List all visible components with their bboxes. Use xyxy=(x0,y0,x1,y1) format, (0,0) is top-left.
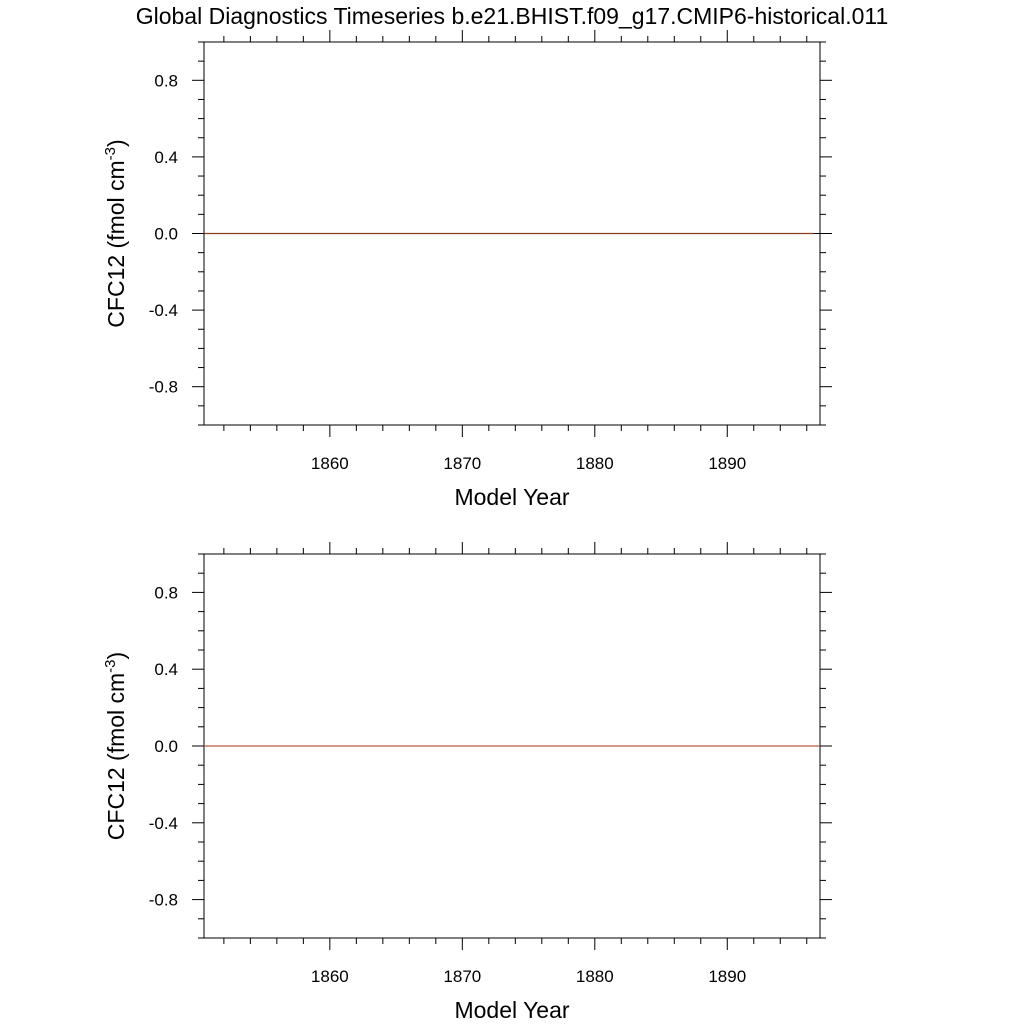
x-tick-label: 1870 xyxy=(443,967,481,986)
figure-title: Global Diagnostics Timeseries b.e21.BHIS… xyxy=(136,3,889,29)
x-tick-label: 1890 xyxy=(708,967,746,986)
y-tick-label: -0.4 xyxy=(149,301,178,320)
y-axis-label-superscript: -3 xyxy=(102,659,119,672)
chart-panel-1: -0.8 -0.4 0.0 0.4 0.8 1860 1870 1880 1890 Model Y… xyxy=(102,30,832,510)
x-tick-label: 1890 xyxy=(708,454,746,473)
x-tick-label: 1860 xyxy=(311,967,349,986)
x-tick-label: 1860 xyxy=(311,454,349,473)
y-axis-label-close: ) xyxy=(103,652,129,660)
x-axis-label: Model Year xyxy=(454,997,569,1023)
y-tick-label: 0.8 xyxy=(154,583,178,602)
x-axis-label: Model Year xyxy=(454,484,569,510)
y-axis-label-superscript: -3 xyxy=(102,147,119,160)
x-tick-label: 1880 xyxy=(576,967,614,986)
y-tick-label: -0.8 xyxy=(149,891,178,910)
y-tick-label: -0.4 xyxy=(149,814,178,833)
x-tick-label: 1880 xyxy=(576,454,614,473)
y-tick-label: -0.8 xyxy=(149,378,178,397)
y-tick-label: 0.0 xyxy=(154,737,178,756)
chart-panel-2: -0.8 -0.4 0.0 0.4 0.8 1860 1870 1880 1890 Model Y… xyxy=(102,542,832,1023)
y-tick-label: 0.0 xyxy=(154,225,178,244)
y-tick-label: 0.4 xyxy=(154,660,178,679)
y-axis-label-main: CFC12 (fmol cm xyxy=(103,673,129,840)
y-tick-label: 0.4 xyxy=(154,148,178,167)
y-axis-label-close: ) xyxy=(103,139,129,147)
x-tick-label: 1870 xyxy=(443,454,481,473)
y-axis-label: CFC12 (fmol cm-3) xyxy=(102,652,129,840)
y-tick-label: 0.8 xyxy=(154,71,178,90)
y-axis-label: CFC12 (fmol cm-3) xyxy=(102,139,129,327)
y-axis-label-main: CFC12 (fmol cm xyxy=(103,160,129,327)
